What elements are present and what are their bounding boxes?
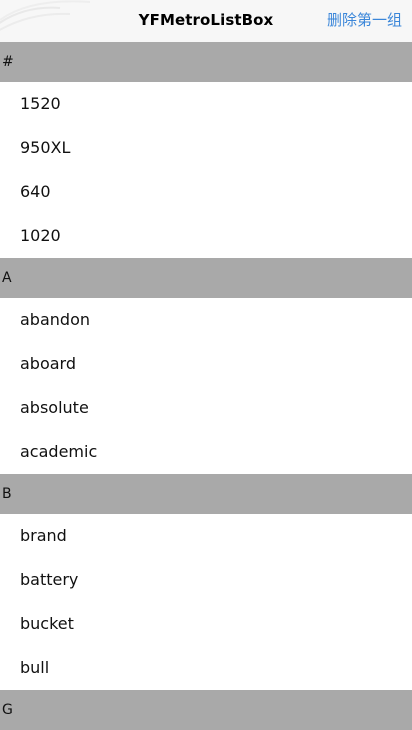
section-header: # [0, 42, 412, 82]
list-item[interactable]: 1020 [0, 214, 412, 258]
list-item[interactable]: battery [0, 558, 412, 602]
page-title: YFMetroListBox [138, 11, 274, 29]
list-item[interactable]: 950XL [0, 126, 412, 170]
list-item[interactable]: brand [0, 514, 412, 558]
list-item[interactable]: bucket [0, 602, 412, 646]
decorative-pattern [0, 0, 91, 32]
delete-first-group-button[interactable]: 删除第一组 [326, 11, 402, 29]
list-item[interactable]: abandon [0, 298, 412, 342]
list-item[interactable]: absolute [0, 386, 412, 430]
list-item[interactable]: academic [0, 430, 412, 474]
list-item[interactable]: 1520 [0, 82, 412, 126]
list-item[interactable]: bull [0, 646, 412, 690]
section-header: G [0, 690, 412, 730]
list-box[interactable]: # 1520 950XL 640 1020 A abandon aboard a… [0, 42, 412, 730]
navigation-bar: YFMetroListBox 删除第一组 [0, 0, 412, 42]
section-header: A [0, 258, 412, 298]
list-item[interactable]: aboard [0, 342, 412, 386]
section-header: B [0, 474, 412, 514]
list-item[interactable]: 640 [0, 170, 412, 214]
